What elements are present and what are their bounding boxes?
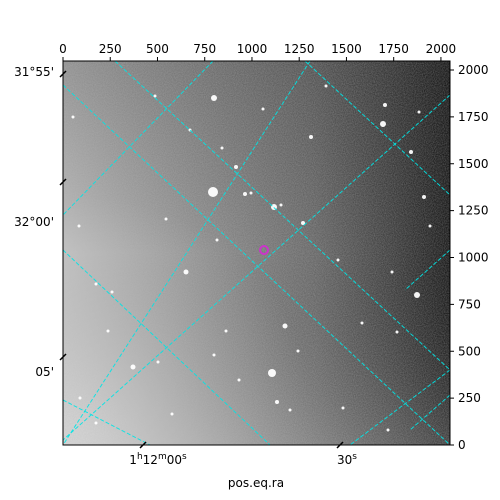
top-tick-label: 0 bbox=[59, 42, 67, 56]
star bbox=[212, 353, 216, 357]
star bbox=[279, 203, 283, 207]
star bbox=[215, 238, 219, 242]
top-tick-label: 2000 bbox=[426, 42, 457, 56]
right-tick-label: 250 bbox=[458, 391, 481, 405]
top-tick-label: 1500 bbox=[331, 42, 362, 56]
star bbox=[341, 406, 345, 410]
star bbox=[110, 290, 114, 294]
star bbox=[94, 282, 98, 286]
star bbox=[156, 360, 160, 364]
star bbox=[409, 150, 413, 154]
grid-line bbox=[349, 369, 450, 445]
star bbox=[336, 258, 340, 262]
right-tick-label: 1250 bbox=[458, 204, 489, 218]
left-dec-axis: 31°55' 32°00' 05' bbox=[14, 65, 67, 379]
top-tick-label: 1000 bbox=[237, 42, 268, 56]
star bbox=[106, 329, 110, 333]
star bbox=[390, 270, 394, 274]
top-tick-label: 250 bbox=[99, 42, 122, 56]
star bbox=[428, 224, 432, 228]
star bbox=[94, 421, 98, 425]
star bbox=[275, 400, 279, 404]
star bbox=[324, 84, 328, 88]
star bbox=[395, 330, 399, 334]
star bbox=[237, 378, 241, 382]
x-axis-label: pos.eq.ra bbox=[228, 476, 284, 490]
star bbox=[78, 396, 82, 400]
star-field bbox=[71, 84, 432, 432]
right-tick-label: 750 bbox=[458, 297, 481, 311]
star bbox=[268, 369, 276, 377]
sky-image bbox=[63, 61, 450, 445]
right-pixel-axis: 0 250 500 750 1000 1250 1500 1750 2000 bbox=[450, 63, 489, 452]
star bbox=[360, 321, 364, 325]
grid-line bbox=[409, 394, 450, 431]
top-pixel-axis: 0 250 500 750 1000 1250 1500 1750 2000 bbox=[59, 42, 456, 61]
right-tick-label: 1000 bbox=[458, 251, 489, 265]
star bbox=[282, 323, 288, 329]
grid-line bbox=[63, 249, 271, 445]
star bbox=[130, 364, 136, 370]
star bbox=[71, 115, 75, 119]
star bbox=[422, 195, 426, 199]
star bbox=[249, 191, 253, 195]
grid-line bbox=[404, 249, 450, 291]
plot-frame bbox=[62, 60, 451, 446]
top-tick-label: 1750 bbox=[378, 42, 409, 56]
star bbox=[153, 94, 157, 98]
right-tick-label: 500 bbox=[458, 344, 481, 358]
coordinate-grid bbox=[63, 61, 450, 445]
star bbox=[208, 187, 218, 197]
grid-line bbox=[304, 61, 450, 196]
star bbox=[220, 146, 224, 150]
star bbox=[183, 269, 189, 275]
top-tick-label: 500 bbox=[146, 42, 169, 56]
star bbox=[301, 221, 305, 225]
star bbox=[243, 192, 247, 196]
right-tick-label: 1500 bbox=[458, 157, 489, 171]
grid-line bbox=[63, 399, 151, 445]
bottom-ra-axis: 1h12m00s 30s pos.eq.ra bbox=[129, 441, 357, 490]
right-tick-label: 2000 bbox=[458, 63, 489, 77]
star bbox=[261, 107, 265, 111]
dec-tick-label: 32°00' bbox=[14, 215, 54, 229]
ra-tick-label: 1h12m00s bbox=[129, 452, 187, 467]
grid-line bbox=[63, 94, 450, 441]
star bbox=[309, 135, 313, 139]
grid-line bbox=[114, 61, 450, 371]
star bbox=[380, 121, 386, 127]
star bbox=[417, 110, 421, 114]
star bbox=[296, 349, 300, 353]
right-tick-label: 0 bbox=[458, 438, 466, 452]
star bbox=[164, 217, 168, 221]
right-tick-label: 1750 bbox=[458, 110, 489, 124]
grid-line bbox=[63, 84, 450, 445]
top-tick-label: 1250 bbox=[284, 42, 315, 56]
star bbox=[234, 165, 238, 169]
star bbox=[414, 292, 420, 298]
star bbox=[77, 224, 81, 228]
star bbox=[386, 428, 390, 432]
target-marker bbox=[259, 245, 269, 255]
star bbox=[211, 95, 217, 101]
grid-line bbox=[63, 61, 311, 445]
star bbox=[224, 329, 228, 333]
star bbox=[288, 408, 292, 412]
dec-tick-label: 31°55' bbox=[14, 65, 54, 79]
star bbox=[383, 103, 387, 107]
ra-tick-label: 30s bbox=[337, 452, 357, 467]
top-tick-label: 750 bbox=[193, 42, 216, 56]
dec-tick-label: 05' bbox=[35, 365, 54, 379]
star bbox=[170, 412, 174, 416]
